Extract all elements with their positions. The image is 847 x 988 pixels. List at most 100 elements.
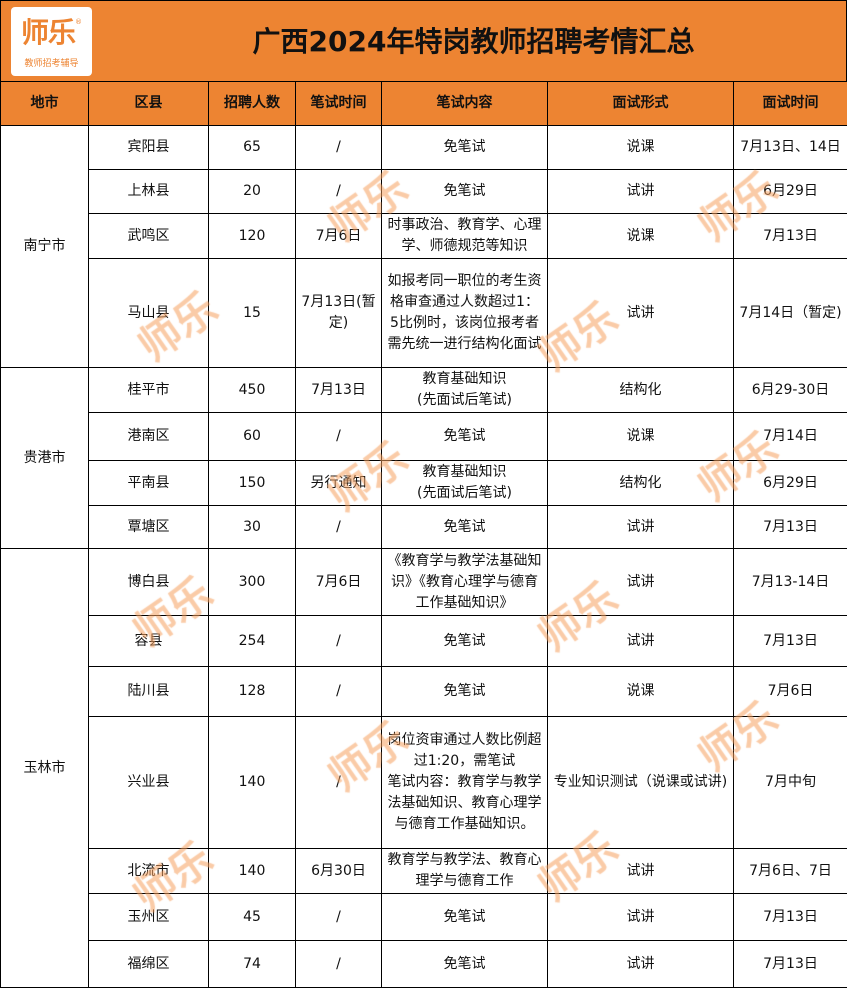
cell-interview-time: 7月13-14日 — [734, 549, 847, 616]
cell-written-content: 免笔试 — [382, 126, 548, 170]
cell-count: 140 — [209, 849, 296, 894]
cell-district: 港南区 — [89, 413, 209, 461]
cell-count: 30 — [209, 506, 296, 549]
header-city: 地市 — [1, 82, 89, 126]
cell-district: 福绵区 — [89, 941, 209, 988]
cell-district: 容县 — [89, 616, 209, 667]
cell-district: 兴业县 — [89, 717, 209, 849]
cell-interview-time: 7月中旬 — [734, 717, 847, 849]
cell-written-time: / — [296, 894, 382, 941]
cell-written-time: / — [296, 413, 382, 461]
cell-written-content: 如报考同一职位的考生资格审查通过人数超过1：5比例时，该岗位报考者需先统一进行结… — [382, 259, 548, 368]
cell-written-content: 免笔试 — [382, 170, 548, 214]
cell-written-time: / — [296, 126, 382, 170]
header-written-content: 笔试内容 — [382, 82, 548, 126]
cell-district: 玉州区 — [89, 894, 209, 941]
cell-written-time: 7月13日(暂定) — [296, 259, 382, 368]
cell-count: 120 — [209, 214, 296, 259]
cell-interview-time: 6月29日 — [734, 170, 847, 214]
cell-written-content: 时事政治、教育学、心理学、师德规范等知识 — [382, 214, 548, 259]
header-row: 地市 区县 招聘人数 笔试时间 笔试内容 面试形式 面试时间 — [1, 82, 847, 126]
cell-interview-time: 7月13日 — [734, 894, 847, 941]
cell-interview-time: 7月6日 — [734, 667, 847, 717]
cell-interview-form: 试讲 — [548, 506, 734, 549]
cell-interview-time: 7月13日 — [734, 941, 847, 988]
cell-written-content: 教育基础知识 (先面试后笔试) — [382, 368, 548, 413]
cell-district: 覃塘区 — [89, 506, 209, 549]
cell-city: 玉林市 — [1, 549, 89, 988]
cell-written-content: 免笔试 — [382, 413, 548, 461]
cell-written-time: 7月6日 — [296, 214, 382, 259]
header-interview-time: 面试时间 — [734, 82, 847, 126]
logo-name: 师乐 — [21, 16, 75, 49]
cell-written-time: / — [296, 941, 382, 988]
header-written-time: 笔试时间 — [296, 82, 382, 126]
cell-interview-form: 试讲 — [548, 616, 734, 667]
cell-written-time: / — [296, 717, 382, 849]
page-title: 广西2024年特岗教师招聘考情汇总 — [101, 1, 846, 82]
cell-written-content: 教育基础知识 (先面试后笔试) — [382, 461, 548, 506]
cell-interview-time: 7月13日 — [734, 214, 847, 259]
logo-wordmark: 师乐® — [11, 17, 92, 53]
cell-written-content: 免笔试 — [382, 506, 548, 549]
cell-district: 桂平市 — [89, 368, 209, 413]
cell-district: 上林县 — [89, 170, 209, 214]
cell-interview-time: 7月14日（暂定) — [734, 259, 847, 368]
cell-district: 博白县 — [89, 549, 209, 616]
cell-interview-form: 试讲 — [548, 170, 734, 214]
cell-count: 20 — [209, 170, 296, 214]
cell-written-time: / — [296, 667, 382, 717]
cell-count: 128 — [209, 667, 296, 717]
cell-count: 450 — [209, 368, 296, 413]
cell-interview-form: 说课 — [548, 126, 734, 170]
cell-district: 北流市 — [89, 849, 209, 894]
cell-written-content: 岗位资审通过人数比例超过1:20，需笔试 笔试内容：教育学与教学法基础知识、教育… — [382, 717, 548, 849]
logo-tagline: 教师招考辅导 — [11, 59, 92, 70]
cell-city: 南宁市 — [1, 126, 89, 368]
cell-district: 武鸣区 — [89, 214, 209, 259]
cell-written-time: 6月30日 — [296, 849, 382, 894]
cell-interview-form: 试讲 — [548, 549, 734, 616]
cell-interview-form: 结构化 — [548, 461, 734, 506]
cell-interview-form: 说课 — [548, 667, 734, 717]
cell-count: 74 — [209, 941, 296, 988]
header-count: 招聘人数 — [209, 82, 296, 126]
cell-count: 254 — [209, 616, 296, 667]
cell-interview-form: 结构化 — [548, 368, 734, 413]
cell-written-content: 免笔试 — [382, 894, 548, 941]
cell-written-content: 免笔试 — [382, 616, 548, 667]
registered-mark: ® — [75, 18, 82, 26]
cell-district: 宾阳县 — [89, 126, 209, 170]
cell-interview-form: 试讲 — [548, 849, 734, 894]
cell-district: 马山县 — [89, 259, 209, 368]
cell-interview-time: 7月13日 — [734, 616, 847, 667]
cell-written-time: / — [296, 170, 382, 214]
cell-count: 65 — [209, 126, 296, 170]
cell-written-content: 免笔试 — [382, 941, 548, 988]
cell-written-time: / — [296, 616, 382, 667]
cell-interview-time: 7月13日 — [734, 506, 847, 549]
cell-count: 45 — [209, 894, 296, 941]
cell-interview-form: 说课 — [548, 214, 734, 259]
cell-interview-time: 6月29日 — [734, 461, 847, 506]
header-district: 区县 — [89, 82, 209, 126]
title-bar: 师乐® 教师招考辅导 广西2024年特岗教师招聘考情汇总 — [0, 0, 847, 81]
cell-interview-time: 7月14日 — [734, 413, 847, 461]
cell-interview-form: 试讲 — [548, 941, 734, 988]
logo: 师乐® 教师招考辅导 — [11, 7, 92, 76]
cell-written-time: 另行通知 — [296, 461, 382, 506]
